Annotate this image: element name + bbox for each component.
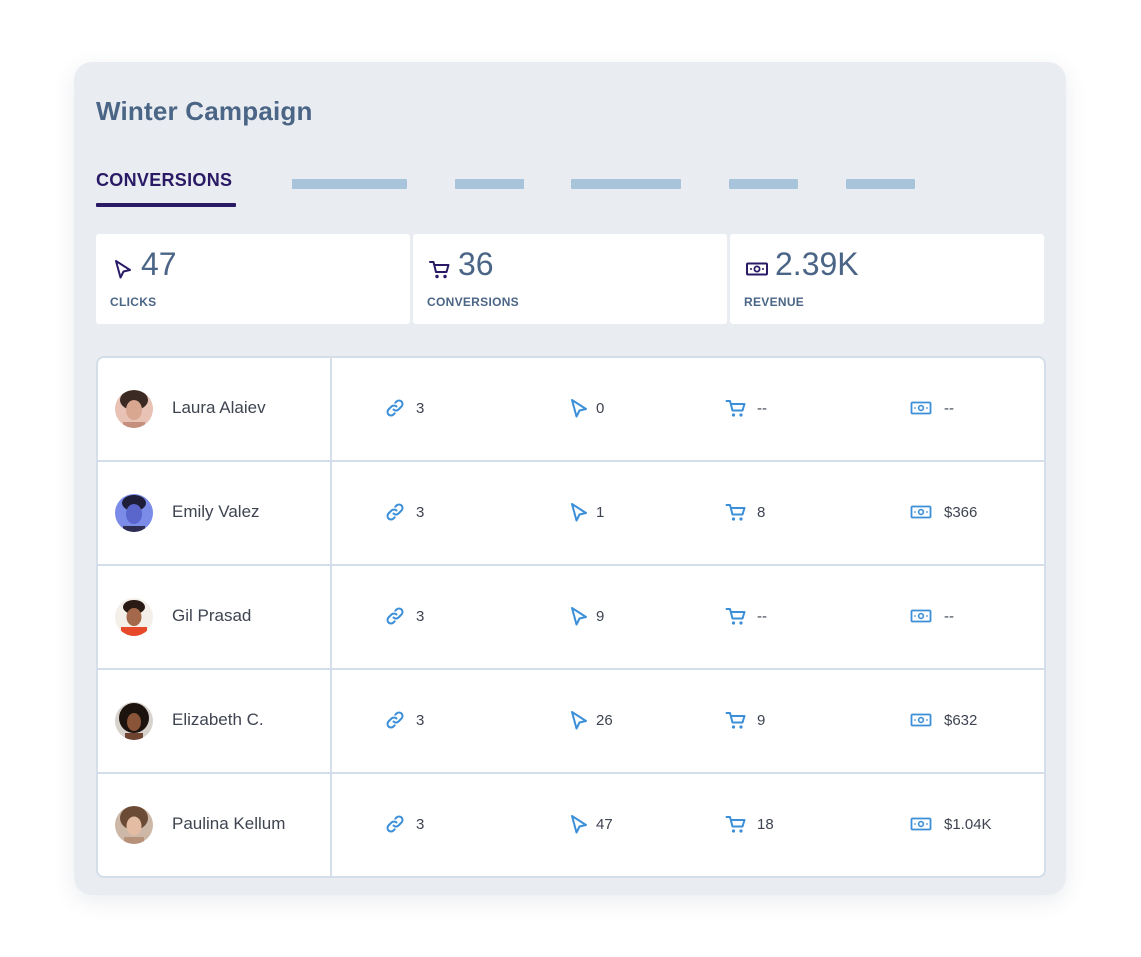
links-value: 3	[416, 712, 425, 729]
link-icon	[386, 607, 404, 625]
conversions-value: 18	[757, 816, 774, 833]
stat-clicks-label: CLICKS	[110, 295, 157, 309]
tab-active-indicator	[96, 203, 236, 207]
campaign-title: Winter Campaign	[96, 96, 313, 126]
cart-icon	[427, 256, 453, 282]
table-row[interactable]: Emily Valez 3 1 8 $366	[98, 462, 1044, 566]
person-name: Emily Valez	[172, 502, 260, 521]
clicks-value: 26	[596, 712, 613, 729]
stat-revenue: 2.39K REVENUE	[730, 234, 1044, 324]
table-row[interactable]: Paulina Kellum 3 47 18 $1.04K	[98, 774, 1044, 876]
stats-summary: 47 CLICKS 36 CONVERSIONS 2.39K REVENUE	[96, 234, 1044, 324]
stat-clicks: 47 CLICKS	[96, 234, 410, 324]
affiliate-table: Laura Alaiev 3 0 -- --	[96, 356, 1046, 878]
person-cell: Paulina Kellum	[98, 774, 332, 876]
cursor-icon	[110, 256, 136, 282]
person-name: Laura Alaiev	[172, 398, 266, 417]
cart-icon	[725, 816, 746, 833]
link-icon	[386, 399, 404, 417]
tab-conversions[interactable]: CONVERSIONS	[96, 170, 233, 190]
cash-icon	[910, 817, 932, 831]
links-value: 3	[416, 400, 425, 417]
table-row[interactable]: Gil Prasad 3 9 -- --	[98, 566, 1044, 670]
cart-icon	[725, 712, 746, 729]
cash-icon	[910, 401, 932, 415]
person-cell: Emily Valez	[98, 462, 332, 564]
revenue-value: $1.04K	[944, 816, 992, 833]
stat-conversions-value: 36	[458, 246, 494, 282]
cursor-icon	[571, 711, 587, 730]
person-cell: Laura Alaiev	[98, 358, 332, 460]
avatar	[115, 598, 153, 636]
tab-placeholder-5[interactable]	[846, 179, 915, 189]
revenue-value: --	[944, 400, 954, 417]
clicks-value: 0	[596, 400, 605, 417]
cursor-icon	[571, 607, 587, 626]
cash-icon	[910, 505, 932, 519]
conversions-value: --	[757, 608, 767, 625]
cart-icon	[725, 400, 746, 417]
person-name: Elizabeth C.	[172, 710, 264, 729]
links-value: 3	[416, 816, 425, 833]
clicks-value: 47	[596, 816, 613, 833]
tab-placeholder-1[interactable]	[292, 179, 407, 189]
conversions-value: 9	[757, 712, 766, 729]
table-row[interactable]: Elizabeth C. 3 26 9 $632	[98, 670, 1044, 774]
tab-placeholder-4[interactable]	[729, 179, 798, 189]
cash-icon	[744, 256, 770, 282]
avatar	[115, 806, 153, 844]
stat-clicks-value: 47	[141, 246, 177, 282]
person-cell: Elizabeth C.	[98, 670, 332, 772]
person-cell: Gil Prasad	[98, 566, 332, 668]
cursor-icon	[571, 503, 587, 522]
cursor-icon	[571, 399, 587, 418]
tab-placeholder-2[interactable]	[455, 179, 524, 189]
tab-placeholder-3[interactable]	[571, 179, 681, 189]
avatar	[115, 390, 153, 428]
stat-conversions: 36 CONVERSIONS	[413, 234, 727, 324]
link-icon	[386, 503, 404, 521]
conversions-value: --	[757, 400, 767, 417]
links-value: 3	[416, 608, 425, 625]
link-icon	[386, 711, 404, 729]
person-name: Paulina Kellum	[172, 814, 286, 833]
revenue-value: $366	[944, 504, 978, 521]
stat-conversions-label: CONVERSIONS	[427, 295, 519, 309]
cursor-icon	[571, 815, 587, 834]
links-value: 3	[416, 504, 425, 521]
cash-icon	[910, 713, 932, 727]
cart-icon	[725, 504, 746, 521]
campaign-card: Winter Campaign CONVERSIONS 47 CLICKS 36…	[74, 62, 1066, 895]
tab-bar: CONVERSIONS	[74, 170, 1066, 210]
avatar	[115, 702, 153, 740]
stat-revenue-label: REVENUE	[744, 295, 805, 309]
avatar	[115, 494, 153, 532]
person-name: Gil Prasad	[172, 606, 252, 625]
table-row[interactable]: Laura Alaiev 3 0 -- --	[98, 358, 1044, 462]
clicks-value: 9	[596, 608, 605, 625]
clicks-value: 1	[596, 504, 605, 521]
revenue-value: $632	[944, 712, 978, 729]
revenue-value: --	[944, 608, 954, 625]
conversions-value: 8	[757, 504, 766, 521]
cart-icon	[725, 608, 746, 625]
stat-revenue-value: 2.39K	[775, 246, 859, 282]
link-icon	[386, 815, 404, 833]
cash-icon	[910, 609, 932, 623]
